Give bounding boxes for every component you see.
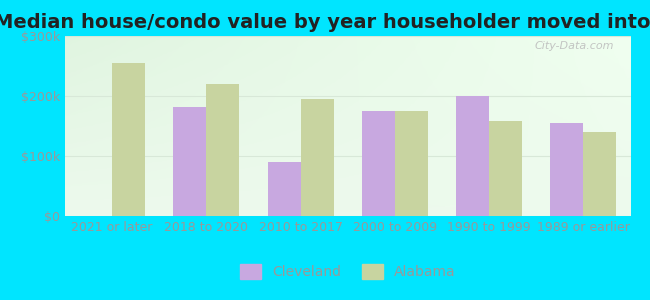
Bar [584, 132, 616, 216]
Bar [362, 111, 395, 216]
Bar [395, 111, 428, 216]
Bar [300, 99, 333, 216]
Bar [456, 96, 489, 216]
Bar [174, 107, 206, 216]
Bar [268, 162, 300, 216]
Bar [551, 123, 584, 216]
Bar [207, 84, 239, 216]
Bar [489, 121, 522, 216]
Text: City-Data.com: City-Data.com [534, 41, 614, 51]
Legend: Cleveland, Alabama: Cleveland, Alabama [235, 259, 461, 285]
Title: Median house/condo value by year householder moved into unit: Median house/condo value by year househo… [0, 13, 650, 32]
Bar [112, 63, 145, 216]
